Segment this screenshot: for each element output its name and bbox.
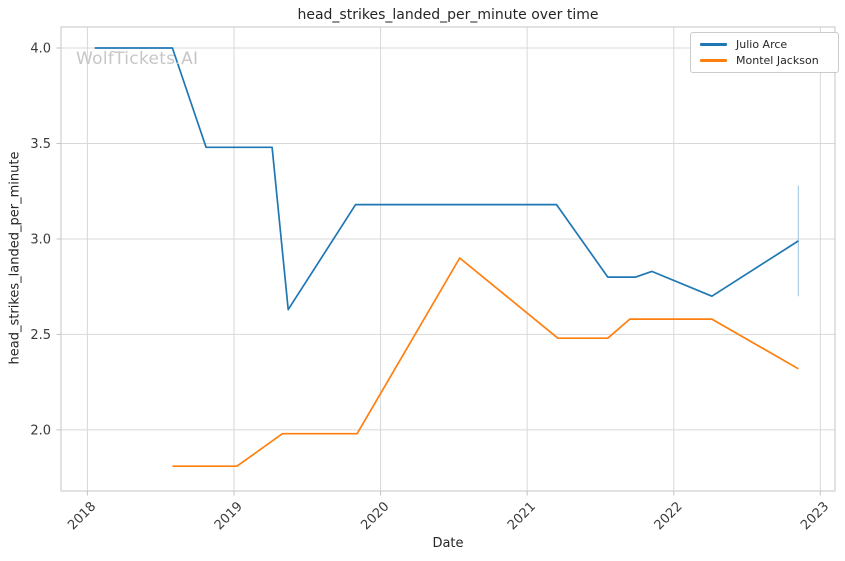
y-tick-label: 2.5 xyxy=(30,328,51,343)
x-tick-labels: 2018 2019 2020 2021 2022 2023 xyxy=(65,499,832,533)
x-tick-label: 2020 xyxy=(358,499,392,533)
watermark: WolfTickets.AI xyxy=(76,49,199,69)
y-tick-label: 3.5 xyxy=(30,137,51,152)
series-lines xyxy=(94,47,799,468)
y-tick-label: 2.0 xyxy=(30,423,51,438)
y-tick-label: 3.0 xyxy=(30,232,51,247)
legend-item-montel-jackson: Montel Jackson xyxy=(700,55,829,66)
x-tick-label: 2021 xyxy=(505,499,539,533)
legend-label-julio-arce: Julio Arce xyxy=(736,37,788,51)
x-tick-label: 2023 xyxy=(798,499,832,533)
legend-line-swatch-julio-arce xyxy=(700,42,727,46)
legend: Julio Arce Montel Jackson xyxy=(690,32,839,73)
y-tick-label: 4.0 xyxy=(30,42,51,57)
x-axis-label: Date xyxy=(432,536,464,551)
gridlines xyxy=(61,27,835,491)
y-tick-labels: 2.0 2.5 3.0 3.5 4.0 xyxy=(30,42,51,439)
tick-marks xyxy=(56,47,821,496)
plot-frame xyxy=(60,26,836,492)
y-axis-label: head_strikes_landed_per_minute xyxy=(7,151,23,365)
legend-line-swatch-montel-jackson xyxy=(700,59,727,63)
series-line-montel-jackson xyxy=(172,257,799,468)
legend-item-julio-arce: Julio Arce xyxy=(700,39,829,50)
x-tick-label: 2022 xyxy=(652,499,686,533)
axes-frame xyxy=(60,26,836,492)
chart-title: head_strikes_landed_per_minute over time xyxy=(297,7,599,23)
legend-label-montel-jackson: Montel Jackson xyxy=(736,54,819,68)
x-tick-label: 2018 xyxy=(65,499,99,533)
x-tick-label: 2019 xyxy=(212,499,246,533)
series-line-julio-arce xyxy=(94,47,799,311)
